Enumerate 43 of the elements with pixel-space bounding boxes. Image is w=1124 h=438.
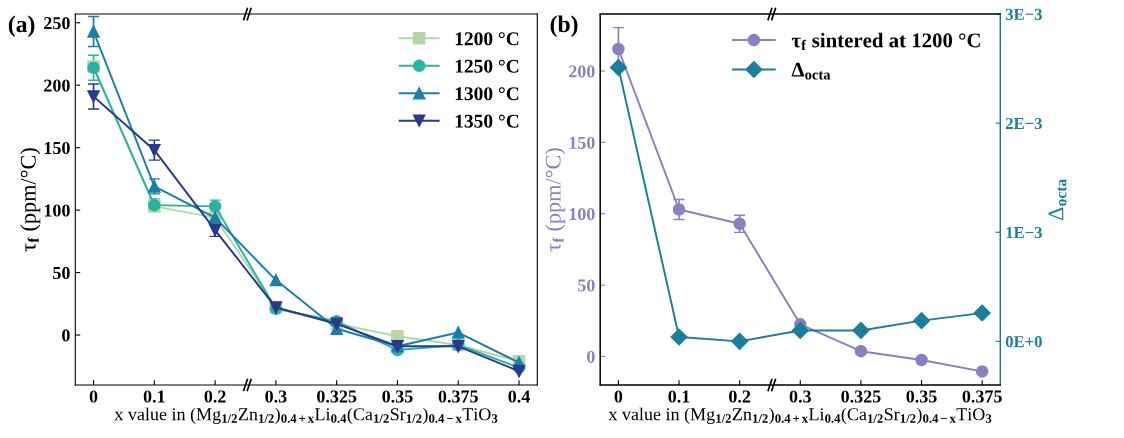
legend-label: 1350 °C <box>455 114 519 128</box>
x-tick-label: 0.375 <box>962 390 1002 403</box>
x-tick-label: 0.35 <box>382 390 413 403</box>
y-tick-label: 250 <box>44 17 70 30</box>
y-tick-label: 200 <box>44 79 70 92</box>
y2-tick-label: 1E−3 <box>1006 226 1042 239</box>
legend-label: 1300 °C <box>455 87 519 101</box>
y2-tick-label: 2E−3 <box>1005 117 1042 130</box>
y2-axis-title: Δ$_{octa}$ <box>1048 178 1067 220</box>
text: (b) <box>550 15 578 37</box>
x-tick-label: 0.2 <box>204 390 226 403</box>
x-tick-label: 0.3 <box>789 390 811 403</box>
text: x value in (Mg$_{1/2}$Zn$_{1/2}$)$_{0.4+x}$Li$_{0.4}$(Ca$_{1/2}$Sr$_{1/2}$)$_{0.4−x}$TiO$_{3}$ <box>114 407 498 425</box>
y-tick-label: 150 <box>569 136 595 149</box>
x-tick-label: 0.4 <box>508 390 530 403</box>
y-axis-title: τ$_{f}$ (ppm/°C) <box>545 148 566 252</box>
x-tick-label: 0.35 <box>906 390 937 403</box>
x-tick-label: 0.325 <box>841 390 881 403</box>
y-tick-label: 0 <box>62 329 70 342</box>
y2-tick-label: 3E−3 <box>1005 8 1042 20</box>
legend-label: τ$_{f}$ sintered at 1200 °C <box>791 32 980 51</box>
x-tick-label: 0.3 <box>265 390 287 403</box>
x-tick-label: 0.325 <box>317 390 357 403</box>
legend-label: Δ$_{octa}$ <box>791 62 831 80</box>
text: x value in (Mg$_{1/2}$Zn$_{1/2}$)$_{0.4+x}$Li$_{0.4}$(Ca$_{1/2}$Sr$_{1/2}$)$_{0.4−x}$TiO$_{3}$ <box>608 407 992 425</box>
legend-label: 1200 °C <box>455 32 519 46</box>
x-tick-label: 0.1 <box>143 390 165 403</box>
x-tick-label: 0 <box>89 390 98 403</box>
legend-label: 1250 °C <box>455 59 519 73</box>
y-axis-title: τ$_{f}$ (ppm/°C) <box>20 148 41 252</box>
y-tick-label: 200 <box>569 65 595 78</box>
y-tick-label: 150 <box>44 141 70 155</box>
text: (a) <box>8 15 35 37</box>
y-tick-label: 0 <box>587 350 595 363</box>
y2-tick-label: 0E+0 <box>1005 336 1042 348</box>
y-tick-label: 100 <box>44 204 70 217</box>
x-tick-label: 0 <box>614 390 623 403</box>
x-tick-label: 0.1 <box>668 390 690 403</box>
x-tick-label: 0.375 <box>438 390 478 403</box>
y-tick-label: 100 <box>569 208 595 221</box>
y-tick-label: 50 <box>578 279 595 292</box>
x-tick-label: 0.2 <box>729 390 751 403</box>
y-tick-label: 50 <box>53 266 70 280</box>
